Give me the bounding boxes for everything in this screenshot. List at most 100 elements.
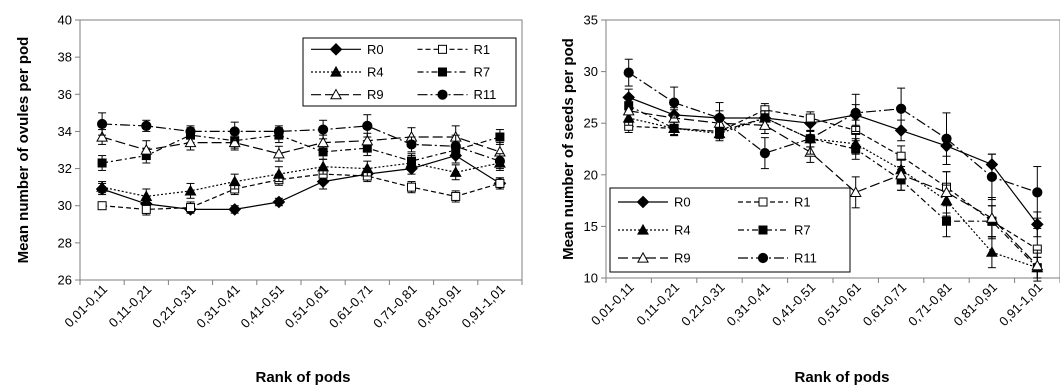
- data-point: [185, 126, 196, 137]
- data-point: [805, 133, 816, 144]
- series-R0: [95, 147, 507, 216]
- data-point: [985, 212, 998, 223]
- legend-label: R0: [674, 195, 691, 210]
- legend-label: R4: [674, 223, 691, 238]
- x-tick-label: 0,91-1,01: [459, 282, 508, 331]
- data-point: [759, 148, 771, 159]
- data-point: [97, 201, 107, 211]
- legend-label: R11: [794, 251, 817, 266]
- series-R11: [97, 112, 505, 170]
- series-line: [628, 96, 1038, 225]
- y-tick-label: 30: [58, 198, 72, 213]
- y-tick-label: 28: [58, 235, 72, 250]
- x-tick-label: 0,61-0,71: [326, 282, 375, 331]
- data-point: [986, 171, 998, 182]
- legend-marker: [758, 225, 768, 235]
- y-tick-label: 40: [58, 13, 72, 28]
- data-point: [1031, 259, 1044, 271]
- x-tick-label: 0,01-0,11: [588, 280, 637, 329]
- data-point: [495, 178, 505, 188]
- y-axis-title: Mean number of ovules per pod: [15, 37, 32, 264]
- x-axis-title: Rank of pods: [255, 369, 350, 386]
- legend-label: R7: [474, 65, 491, 80]
- data-point: [895, 168, 908, 180]
- data-point: [622, 104, 635, 116]
- legend-marker: [758, 197, 768, 207]
- y-axis-title: Mean number of seeds per pod: [560, 38, 577, 260]
- y-tick-label: 10: [584, 271, 598, 286]
- data-point: [228, 136, 241, 148]
- data-point: [184, 184, 197, 196]
- chart-1: 26 28 30 32 34 36 38 40 0,01-0,110,11-0,210,21-0…: [15, 13, 523, 386]
- data-point: [140, 143, 153, 155]
- data-point: [942, 216, 951, 226]
- x-tick-label: 0,41-0,51: [769, 280, 818, 329]
- y-tick-label: 26: [58, 273, 72, 288]
- legend-label: R0: [367, 42, 384, 57]
- data-point: [186, 203, 195, 213]
- y-tick-label: 20: [584, 167, 598, 182]
- data-point: [985, 246, 998, 257]
- data-point: [317, 136, 330, 148]
- data-point: [97, 118, 108, 130]
- legend-label: R4: [367, 65, 384, 80]
- x-tick-label: 0,01-0,11: [61, 282, 110, 331]
- data-point: [318, 124, 329, 135]
- legend-marker: [757, 252, 769, 264]
- data-point: [362, 120, 373, 131]
- series-line: [101, 136, 501, 155]
- data-point: [714, 112, 725, 124]
- data-point: [407, 156, 416, 166]
- series-line: [102, 134, 501, 164]
- y-tick-label: 30: [584, 64, 598, 79]
- chart-2: 1015202530350,01-0,110,11-0,210,21-0,310…: [560, 13, 1060, 386]
- legend-marker: [438, 44, 447, 54]
- series-R4: [96, 155, 506, 205]
- x-tick-label: 0,11-0,21: [106, 282, 155, 331]
- data-point: [97, 158, 107, 168]
- data-point: [669, 97, 680, 108]
- x-tick-label: 0,91-1,01: [996, 280, 1045, 329]
- data-point: [623, 67, 634, 78]
- data-point: [406, 139, 417, 150]
- data-point: [894, 124, 908, 137]
- data-point: [495, 132, 505, 142]
- x-tick-label: 0,81-0,91: [414, 282, 463, 331]
- series-line: [102, 173, 501, 211]
- y-tick-label: 32: [58, 161, 72, 176]
- x-tick-label: 0,41-0,51: [238, 282, 287, 331]
- legend-marker: [329, 43, 343, 56]
- data-point: [361, 134, 374, 146]
- series-line: [102, 123, 501, 162]
- y-tick-label: 34: [58, 124, 72, 139]
- data-point: [805, 113, 815, 123]
- legend-label: R1: [474, 42, 491, 57]
- x-tick-label: 0,61-0,71: [860, 280, 909, 329]
- legend-label: R1: [794, 195, 811, 210]
- y-tick-label: 36: [58, 87, 72, 102]
- legend-marker: [637, 223, 649, 235]
- x-tick-label: 0,11-0,21: [633, 280, 682, 329]
- data-point: [96, 181, 109, 192]
- legend: R0 R1 R4 R7 R9 R11: [609, 187, 851, 273]
- x-tick-label: 0,21-0,31: [149, 282, 198, 331]
- legend-marker: [636, 195, 650, 209]
- series-line: [101, 154, 501, 210]
- data-point: [141, 204, 151, 214]
- data-point: [449, 166, 462, 177]
- legend-label: R11: [474, 87, 497, 102]
- data-point: [272, 168, 285, 179]
- y-tick-label: 35: [584, 13, 598, 28]
- data-point: [850, 107, 861, 118]
- data-point: [361, 162, 374, 174]
- data-point: [272, 147, 285, 159]
- data-point: [228, 203, 242, 216]
- data-point: [96, 130, 109, 142]
- x-tick-label: 0,81-0,91: [951, 280, 1000, 329]
- data-point: [451, 191, 461, 201]
- data-point: [141, 120, 152, 131]
- series-line: [628, 105, 1038, 269]
- legend: R0 R1 R4 R7 R9 R11: [302, 37, 517, 107]
- data-point: [758, 119, 771, 130]
